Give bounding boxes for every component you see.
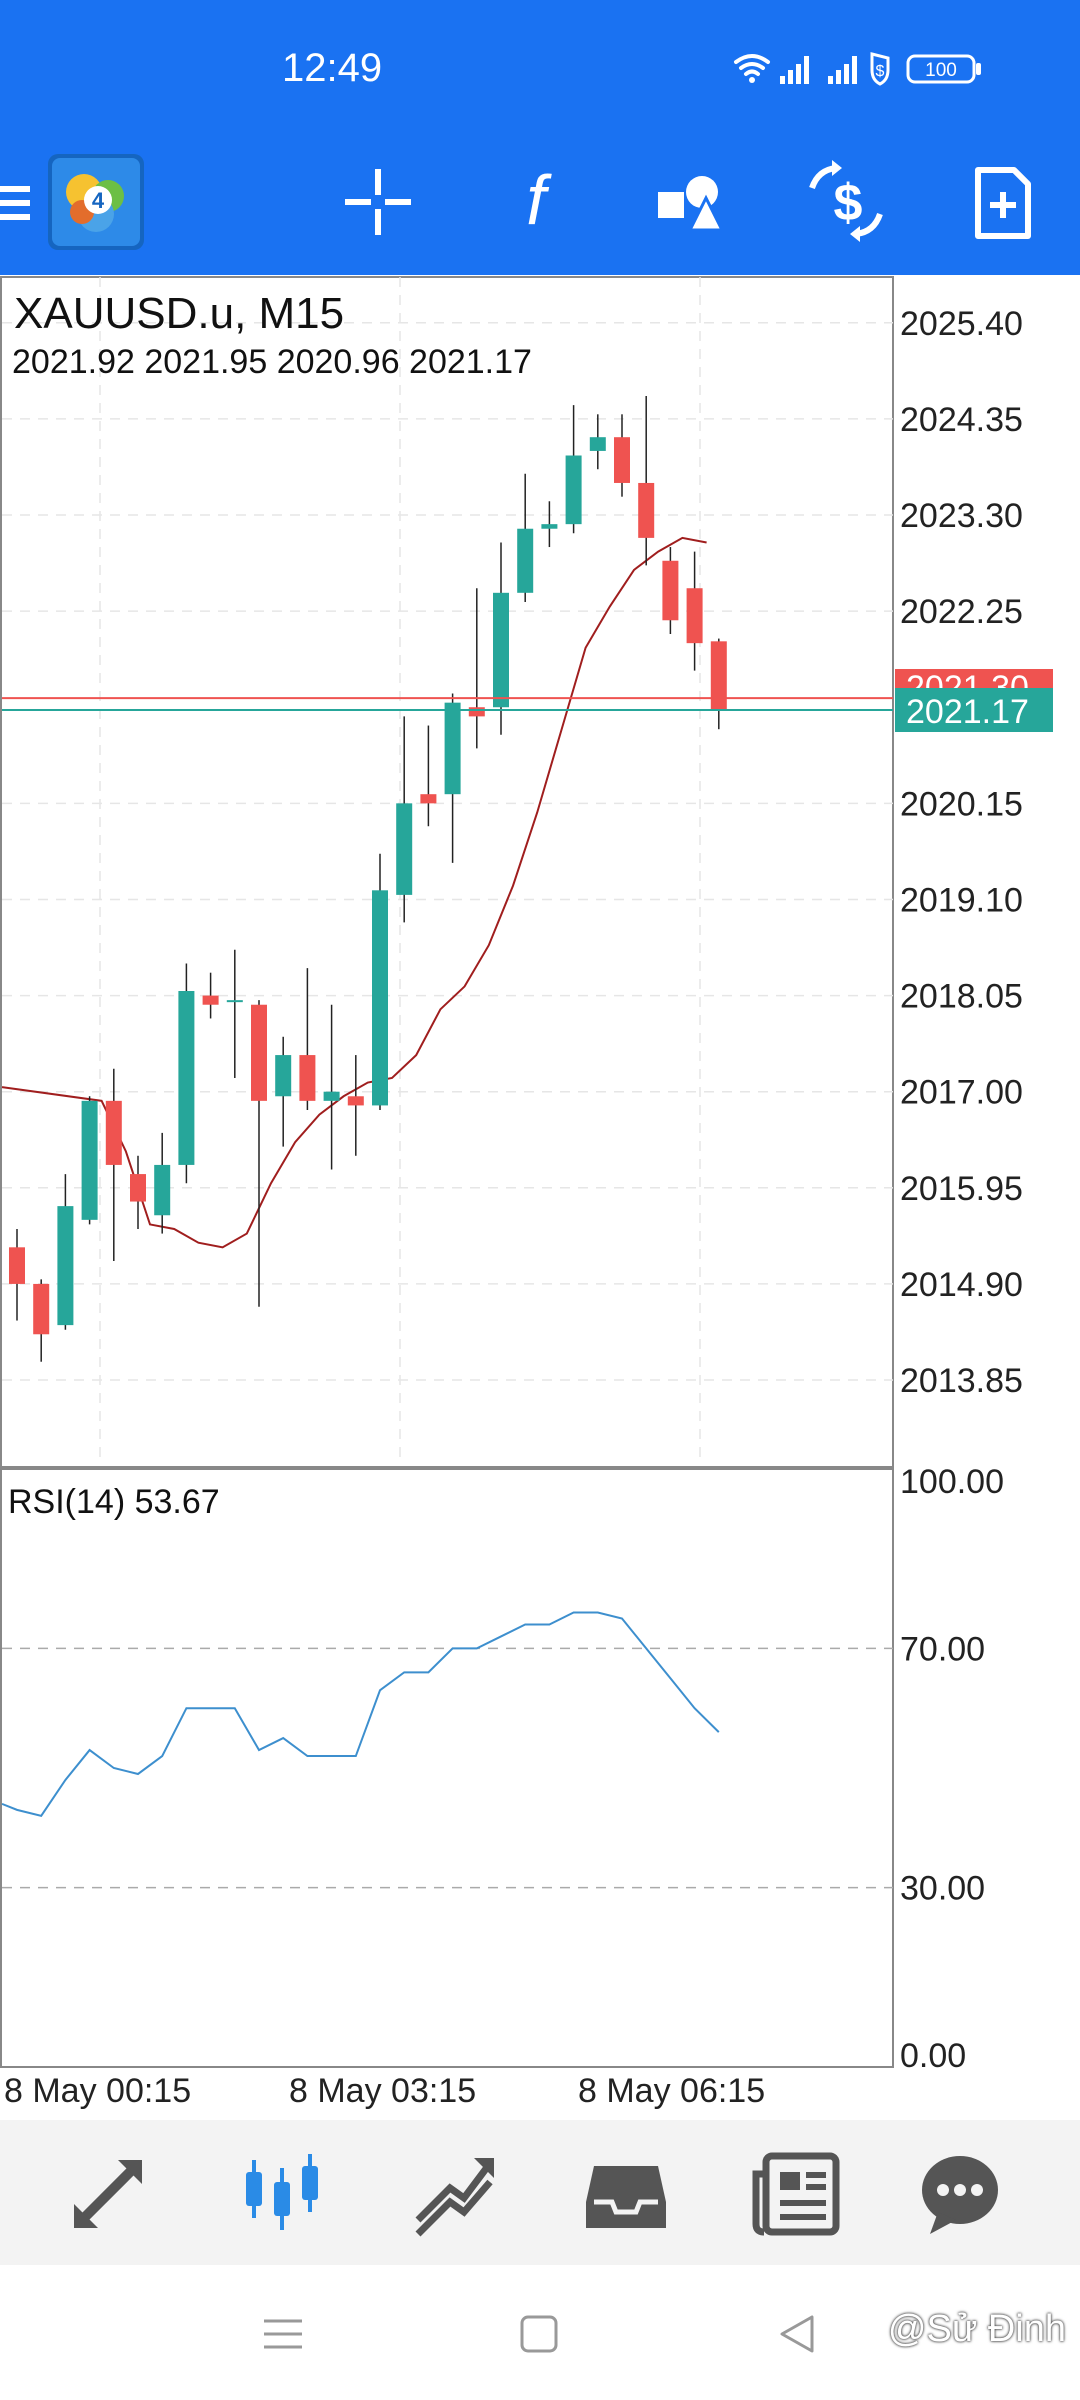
svg-text:4: 4 bbox=[92, 188, 105, 213]
candle bbox=[275, 1036, 292, 1147]
signal-icon-2 bbox=[828, 56, 857, 84]
rsi-tick-label: 0.00 bbox=[900, 2037, 966, 2075]
crosshair-icon[interactable] bbox=[328, 152, 428, 252]
trade-icon[interactable]: $ bbox=[796, 152, 896, 252]
price-tick-label: 2015.95 bbox=[900, 1170, 1023, 1208]
candle bbox=[710, 638, 727, 730]
candle bbox=[202, 972, 219, 1019]
battery-icon: 100 bbox=[906, 54, 981, 84]
time-tick-label: 8 May 06:15 bbox=[578, 2072, 765, 2110]
status-time: 12:49 bbox=[282, 46, 383, 90]
candles bbox=[9, 396, 727, 1362]
rsi-line bbox=[1, 1611, 720, 1817]
candle bbox=[541, 501, 558, 548]
watermark: @Sử Đinh bbox=[887, 2308, 1066, 2350]
candle bbox=[614, 414, 630, 497]
candle bbox=[686, 551, 703, 671]
home-icon[interactable] bbox=[514, 2309, 564, 2359]
svg-text:$: $ bbox=[834, 174, 863, 232]
svg-text:f: f bbox=[526, 161, 552, 239]
candle bbox=[33, 1279, 50, 1362]
candle bbox=[468, 588, 485, 749]
rsi-tick-label: 70.00 bbox=[900, 1630, 985, 1668]
rsi-tick-label: 30.00 bbox=[900, 1870, 985, 1908]
bottom-navigation bbox=[0, 2120, 1080, 2265]
indicators-icon[interactable]: f bbox=[484, 152, 584, 252]
signal-icon bbox=[780, 56, 809, 84]
history-icon[interactable] bbox=[576, 2142, 676, 2242]
price-tick-label: 2013.85 bbox=[900, 1362, 1023, 1400]
rsi-series bbox=[1, 1611, 720, 1817]
candle bbox=[299, 968, 316, 1110]
rsi-tick-label: 100.00 bbox=[900, 1463, 1004, 1501]
trade-icon[interactable] bbox=[404, 2142, 504, 2242]
candle bbox=[589, 414, 606, 470]
chart-toolbar: 4 f $ bbox=[0, 130, 1080, 275]
objects-icon[interactable] bbox=[640, 152, 740, 252]
bid-price-label: 2021.17 bbox=[895, 688, 1053, 732]
recent-apps-icon[interactable] bbox=[258, 2309, 308, 2359]
price-tick-label: 2019.10 bbox=[900, 881, 1023, 919]
chat-icon[interactable] bbox=[910, 2142, 1010, 2242]
candle bbox=[493, 542, 509, 735]
candle bbox=[565, 405, 582, 534]
moving-average-line bbox=[1, 536, 707, 1249]
time-tick-label: 8 May 03:15 bbox=[289, 2072, 476, 2110]
system-navigation-bar bbox=[0, 2265, 1080, 2400]
svg-text:$: $ bbox=[876, 63, 885, 80]
candle bbox=[372, 853, 388, 1110]
price-tick-label: 2023.30 bbox=[900, 497, 1023, 535]
candle bbox=[57, 1174, 74, 1330]
rsi-label: RSI(14) 53.67 bbox=[8, 1483, 220, 1521]
candle bbox=[396, 716, 413, 923]
candle bbox=[251, 1000, 267, 1307]
price-tick-label: 2025.40 bbox=[900, 305, 1023, 343]
ohlc-readout: 2021.92 2021.95 2020.96 2021.17 bbox=[12, 343, 532, 381]
price-chart[interactable]: 2025.40 2024.35 2023.30 2022.25 2020.15 2019.… bbox=[0, 275, 1080, 2120]
candle bbox=[130, 1155, 146, 1229]
price-tick-label: 2014.90 bbox=[900, 1266, 1023, 1304]
status-bar: 12:49 $ 100 bbox=[0, 0, 1080, 130]
wifi-icon bbox=[734, 54, 770, 83]
price-tick-label: 2017.00 bbox=[900, 1074, 1023, 1112]
new-order-icon[interactable] bbox=[952, 152, 1052, 252]
svg-text:2021.17: 2021.17 bbox=[906, 693, 1029, 731]
symbol-title: XAUUSD.u, M15 bbox=[14, 289, 344, 338]
back-icon[interactable] bbox=[772, 2309, 822, 2359]
candle bbox=[81, 1096, 98, 1225]
menu-icon[interactable] bbox=[0, 152, 40, 252]
candle bbox=[178, 963, 195, 1184]
price-tick-label: 2022.25 bbox=[900, 593, 1023, 631]
price-tick-label: 2024.35 bbox=[900, 401, 1023, 439]
battery-level: 100 bbox=[925, 60, 957, 81]
axis-labels: 2025.40 2024.35 2023.30 2022.25 2020.15 2019.… bbox=[4, 305, 1023, 2110]
price-lines bbox=[2, 697, 893, 711]
candle bbox=[662, 547, 679, 634]
moving-average bbox=[1, 536, 707, 1249]
candle bbox=[420, 725, 437, 827]
candle bbox=[638, 396, 655, 566]
candle bbox=[323, 1004, 340, 1170]
candle bbox=[105, 1068, 122, 1262]
price-tick-label: 2020.15 bbox=[900, 785, 1023, 823]
main-panel-frame bbox=[0, 276, 894, 1468]
chart-area[interactable]: 2025.40 2024.35 2023.30 2022.25 2020.15 2019.… bbox=[0, 275, 1080, 2120]
candle bbox=[9, 1229, 25, 1321]
candle bbox=[517, 473, 534, 602]
candle bbox=[444, 693, 461, 863]
candle bbox=[226, 949, 243, 1078]
candle bbox=[154, 1132, 171, 1234]
quotes-icon[interactable] bbox=[60, 2142, 160, 2242]
price-tick-label: 2018.05 bbox=[900, 978, 1023, 1016]
status-icons: $ 100 bbox=[734, 52, 981, 86]
metatrader-logo[interactable]: 4 bbox=[46, 152, 146, 252]
rsi-panel-frame bbox=[0, 1468, 894, 2068]
candle bbox=[347, 1055, 364, 1156]
time-tick-label: 8 May 00:15 bbox=[4, 2072, 191, 2110]
news-icon[interactable] bbox=[748, 2142, 848, 2242]
shield-icon: $ bbox=[870, 52, 890, 86]
chart-icon[interactable] bbox=[232, 2142, 332, 2242]
